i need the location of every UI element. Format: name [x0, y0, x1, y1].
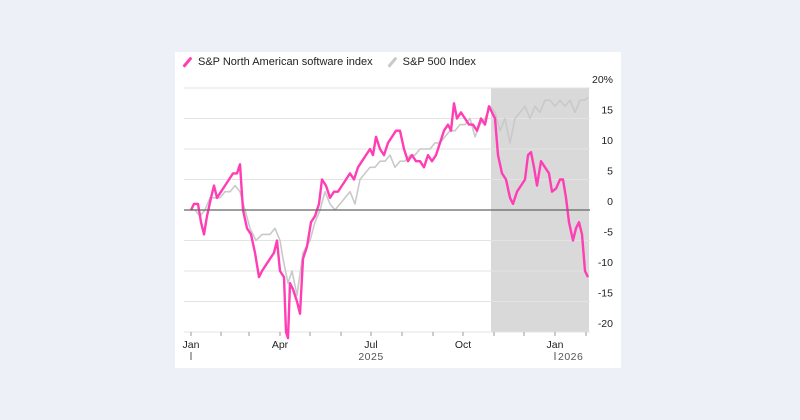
- x-tick-label: Oct: [455, 339, 471, 351]
- legend-item-sp500: S&P 500 Index: [387, 56, 476, 68]
- y-tick-label: -20: [598, 318, 613, 330]
- y-tick-label: 0: [607, 196, 613, 208]
- x-tick-label: Jan: [547, 339, 564, 351]
- legend-label: S&P 500 Index: [402, 56, 476, 68]
- y-tick-label: -10: [598, 257, 613, 269]
- y-tick-label: -15: [598, 288, 613, 300]
- pink-slash-icon: [182, 57, 192, 67]
- year-label: 2026: [558, 351, 583, 363]
- x-tick-label: Jul: [364, 339, 377, 351]
- legend-label: S&P North American software index: [198, 56, 373, 68]
- gray-slash-icon: [387, 57, 397, 67]
- y-tick-label: 20%: [592, 74, 613, 86]
- legend-item-software: S&P North American software index: [182, 56, 373, 68]
- legend: S&P North American software index S&P 50…: [182, 56, 476, 68]
- y-tick-label: -5: [604, 227, 613, 239]
- y-tick-label: 10: [601, 135, 613, 147]
- x-tick-label: Apr: [272, 339, 289, 351]
- series-sp500-line: [191, 96, 589, 297]
- series-software-line: [189, 102, 590, 340]
- x-tick-label: Jan: [183, 339, 200, 351]
- year-label: 2025: [358, 351, 383, 363]
- y-tick-label: 5: [607, 166, 613, 178]
- y-tick-label: 15: [601, 105, 613, 117]
